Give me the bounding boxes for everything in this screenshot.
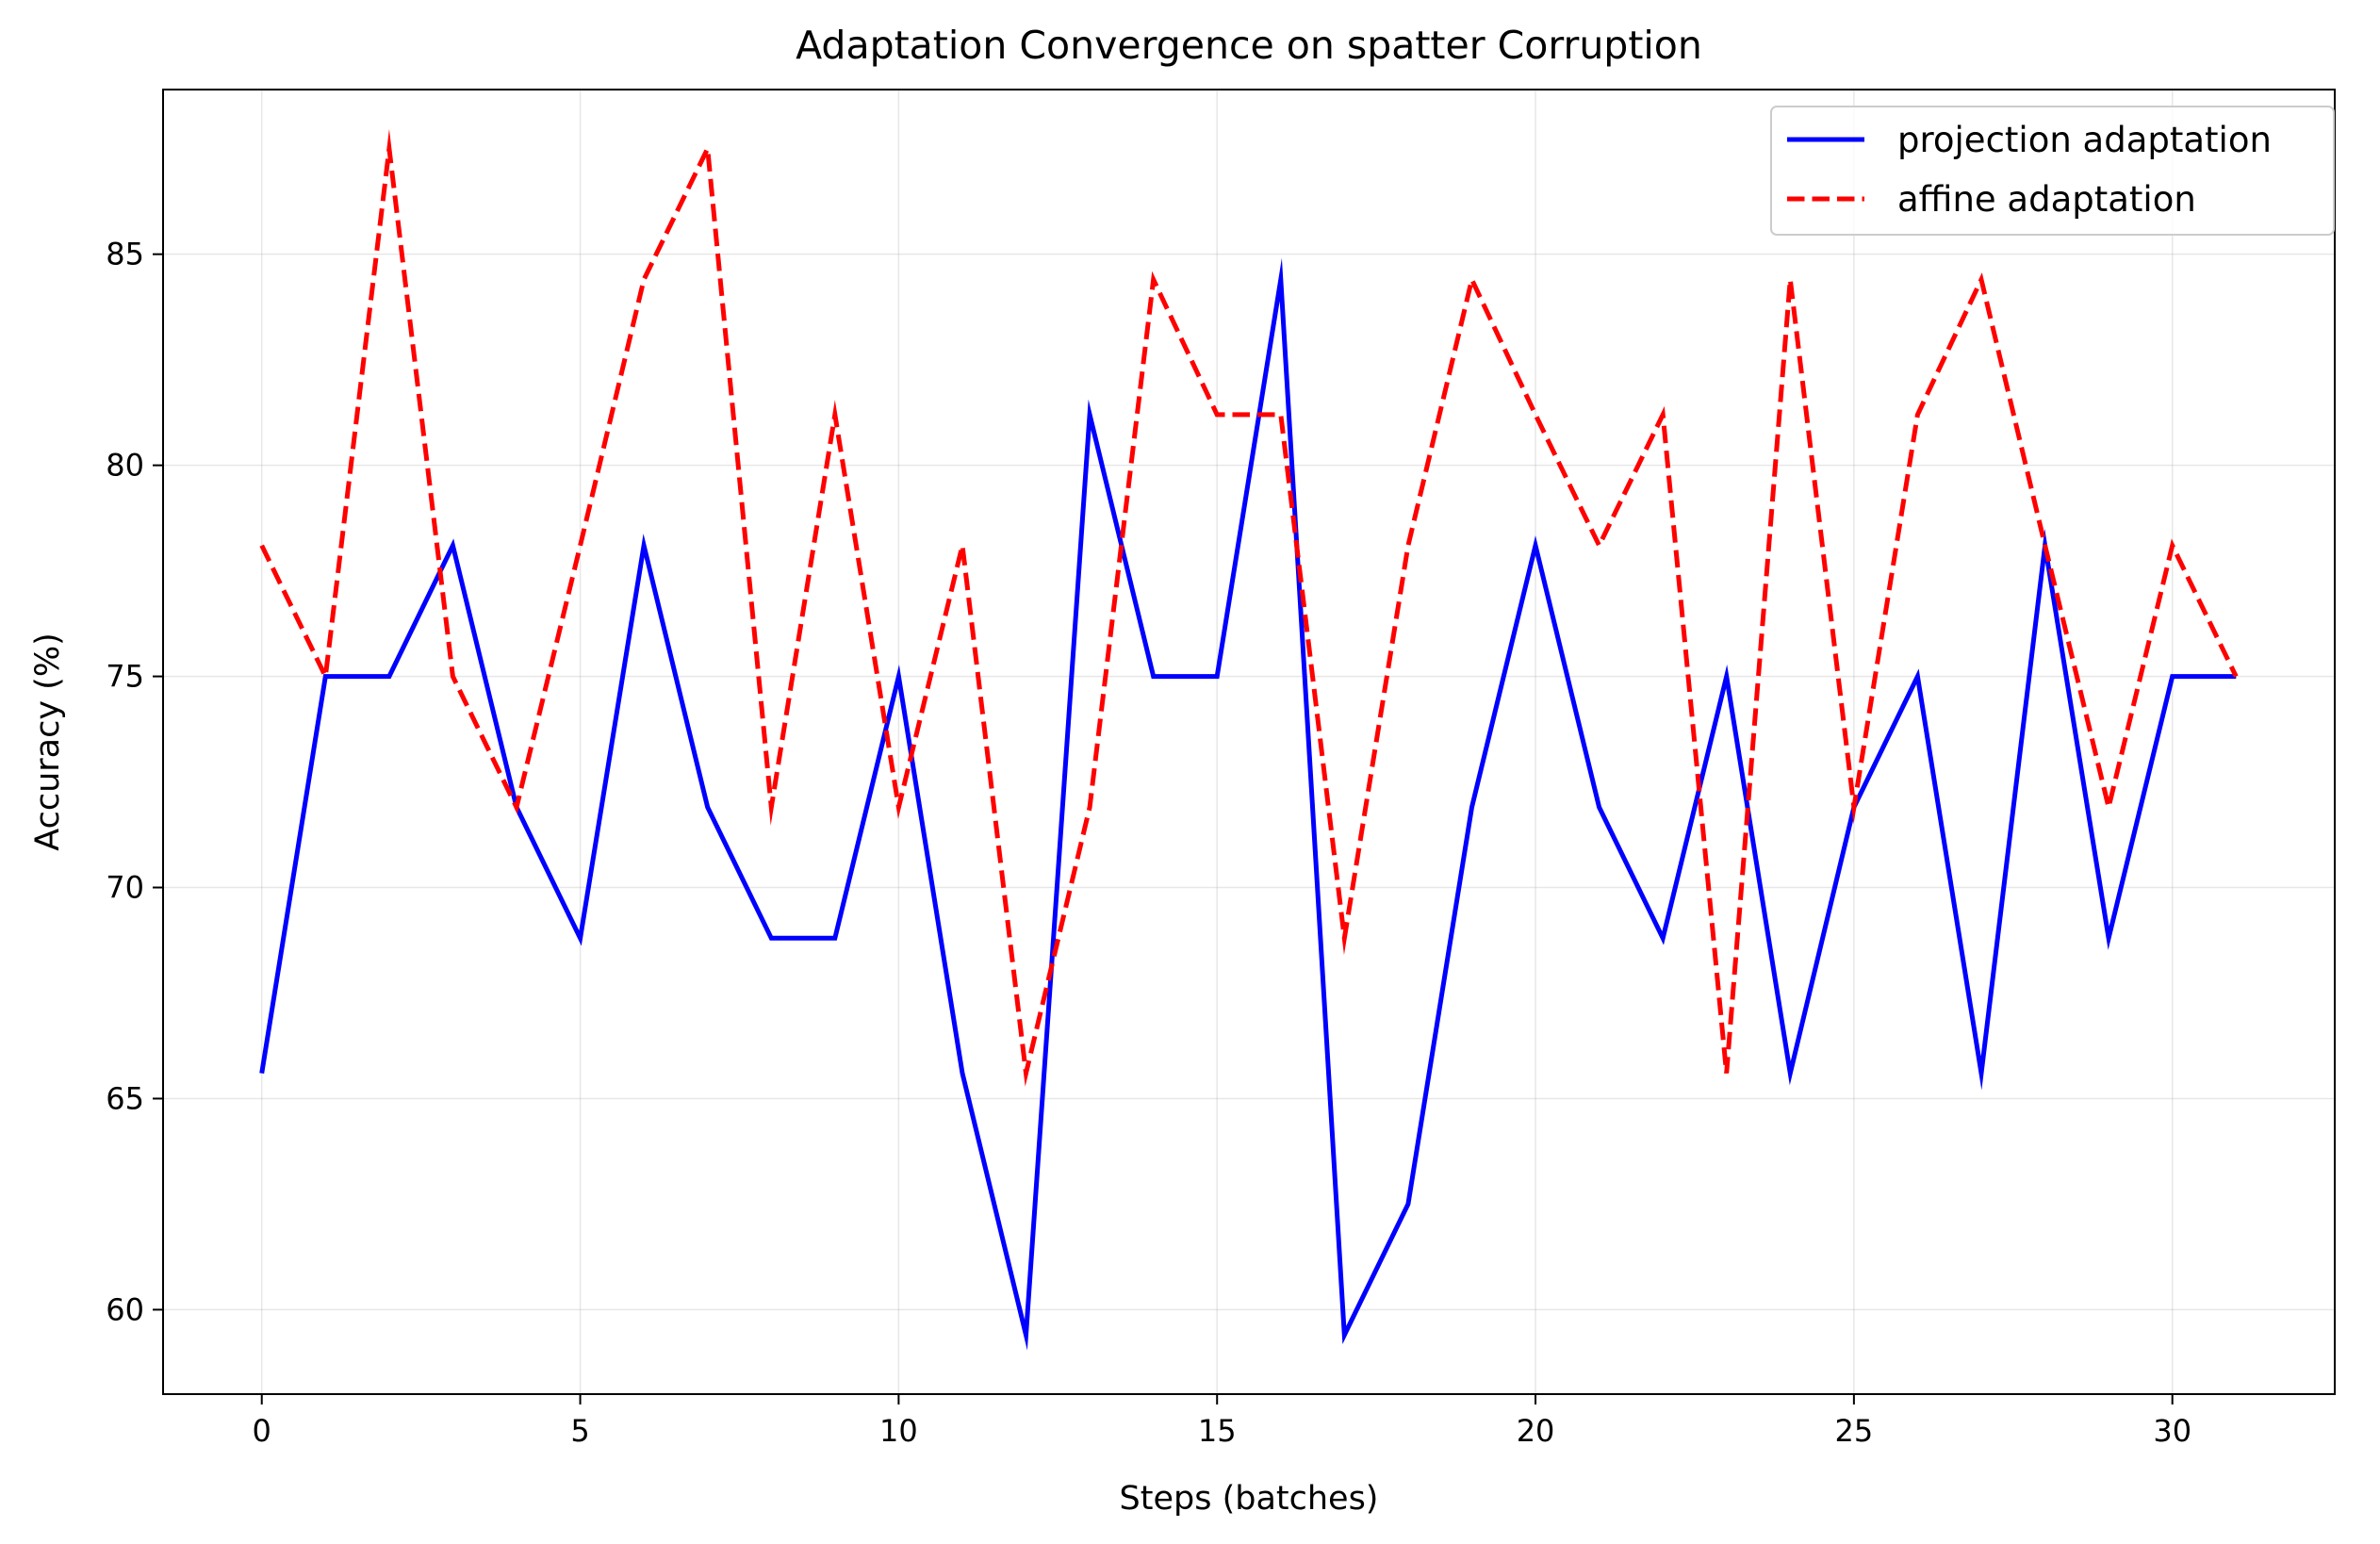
y-tick-label: 75 bbox=[106, 659, 144, 695]
x-axis-ticks: 0 5 10 15 20 25 30 bbox=[253, 1394, 2191, 1449]
legend-box bbox=[1770, 106, 2335, 236]
y-tick-label: 65 bbox=[106, 1080, 144, 1116]
x-tick-label: 20 bbox=[1517, 1413, 1555, 1449]
y-tick-label: 80 bbox=[106, 448, 144, 484]
y-tick-label: 70 bbox=[106, 870, 144, 906]
y-axis-label: Accuracy (%) bbox=[29, 632, 67, 850]
legend-label-2: affine adaptation bbox=[1897, 179, 2196, 220]
x-tick-label: 0 bbox=[253, 1413, 271, 1449]
legend-label-1: projection adaptation bbox=[1897, 120, 2272, 160]
x-tick-label: 5 bbox=[570, 1413, 589, 1449]
y-tick-label: 85 bbox=[106, 237, 144, 272]
series-line-1 bbox=[259, 257, 2237, 1351]
chart-title: Adaptation Convergence on spatter Corrup… bbox=[796, 23, 1702, 68]
x-tick-label: 30 bbox=[2153, 1413, 2191, 1449]
x-tick-label: 15 bbox=[1198, 1413, 1237, 1449]
series-line-2 bbox=[259, 128, 2239, 1087]
y-axis-ticks: 60 65 70 75 80 85 bbox=[106, 237, 163, 1327]
plot-frame bbox=[162, 89, 2336, 1395]
series-layer bbox=[259, 128, 2239, 1351]
legend: projection adaptation affine adaptation bbox=[1770, 106, 2335, 236]
x-tick-label: 10 bbox=[879, 1413, 918, 1449]
y-tick-label: 60 bbox=[106, 1291, 144, 1327]
x-axis-label: Steps (batches) bbox=[1120, 1480, 1379, 1518]
grid-lines bbox=[163, 90, 2335, 1394]
x-tick-label: 25 bbox=[1835, 1413, 1874, 1449]
